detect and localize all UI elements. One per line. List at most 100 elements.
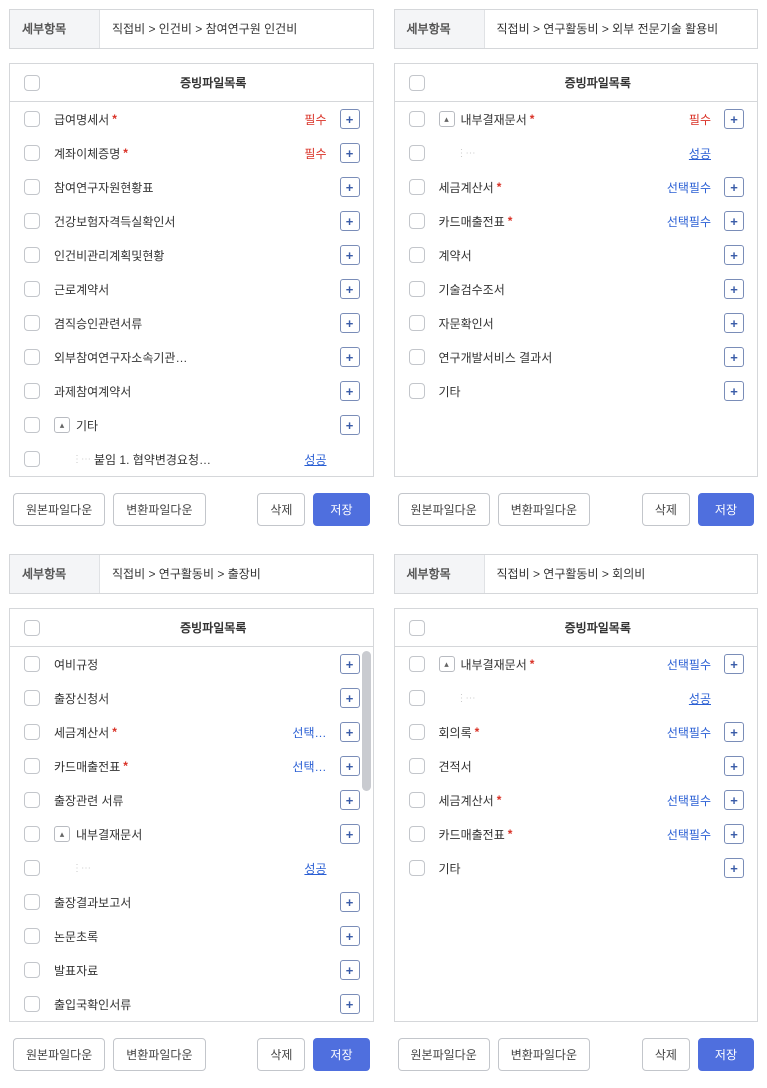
save-button[interactable]: 저장 [698, 493, 754, 526]
select-all-checkbox[interactable] [24, 75, 40, 91]
row-checkbox[interactable] [24, 792, 40, 808]
add-file-button[interactable]: + [340, 177, 360, 197]
download-converted-button[interactable]: 변환파일다운 [113, 493, 205, 526]
scrollbar-thumb[interactable] [362, 651, 371, 791]
row-checkbox[interactable] [409, 247, 425, 263]
row-checkbox[interactable] [24, 247, 40, 263]
save-button[interactable]: 저장 [698, 1038, 754, 1071]
row-checkbox[interactable] [409, 792, 425, 808]
add-file-button[interactable]: + [340, 892, 360, 912]
add-file-button[interactable]: + [340, 279, 360, 299]
select-all-checkbox[interactable] [409, 620, 425, 636]
add-file-button[interactable]: + [340, 756, 360, 776]
row-checkbox[interactable] [24, 860, 40, 876]
row-checkbox[interactable] [24, 281, 40, 297]
download-converted-button[interactable]: 변환파일다운 [113, 1038, 205, 1071]
row-tag[interactable]: 성공 [659, 690, 717, 707]
delete-button[interactable]: 삭제 [642, 1038, 690, 1071]
delete-button[interactable]: 삭제 [257, 1038, 305, 1071]
add-file-button[interactable]: + [340, 824, 360, 844]
add-file-button[interactable]: + [724, 347, 744, 367]
add-file-button[interactable]: + [724, 245, 744, 265]
row-checkbox[interactable] [409, 860, 425, 876]
download-original-button[interactable]: 원본파일다운 [13, 1038, 105, 1071]
row-checkbox[interactable] [24, 894, 40, 910]
add-file-button[interactable]: + [340, 143, 360, 163]
add-file-button[interactable]: + [724, 109, 744, 129]
row-checkbox[interactable] [24, 383, 40, 399]
add-file-button[interactable]: + [724, 177, 744, 197]
add-file-button[interactable]: + [340, 347, 360, 367]
delete-button[interactable]: 삭제 [257, 493, 305, 526]
row-checkbox[interactable] [409, 690, 425, 706]
add-file-button[interactable]: + [340, 415, 360, 435]
add-file-button[interactable]: + [340, 790, 360, 810]
expand-toggle-icon[interactable]: ▴ [439, 111, 455, 127]
download-original-button[interactable]: 원본파일다운 [13, 493, 105, 526]
row-checkbox[interactable] [409, 826, 425, 842]
row-checkbox[interactable] [409, 281, 425, 297]
download-converted-button[interactable]: 변환파일다운 [498, 1038, 590, 1071]
add-file-button[interactable]: + [724, 279, 744, 299]
add-file-button[interactable]: + [724, 654, 744, 674]
row-checkbox[interactable] [24, 349, 40, 365]
add-file-button[interactable]: + [340, 245, 360, 265]
add-file-button[interactable]: + [724, 824, 744, 844]
row-checkbox[interactable] [409, 724, 425, 740]
add-file-button[interactable]: + [724, 381, 744, 401]
row-checkbox[interactable] [24, 145, 40, 161]
add-file-button[interactable]: + [724, 858, 744, 878]
download-converted-button[interactable]: 변환파일다운 [498, 493, 590, 526]
row-checkbox[interactable] [24, 315, 40, 331]
add-file-button[interactable]: + [340, 688, 360, 708]
add-file-button[interactable]: + [340, 926, 360, 946]
add-file-button[interactable]: + [340, 109, 360, 129]
row-checkbox[interactable] [24, 758, 40, 774]
row-checkbox[interactable] [409, 111, 425, 127]
save-button[interactable]: 저장 [313, 493, 369, 526]
add-file-button[interactable]: + [724, 722, 744, 742]
delete-button[interactable]: 삭제 [642, 493, 690, 526]
row-checkbox[interactable] [24, 724, 40, 740]
row-tag[interactable]: 성공 [275, 860, 333, 877]
add-file-button[interactable]: + [340, 313, 360, 333]
add-file-button[interactable]: + [724, 756, 744, 776]
row-checkbox[interactable] [409, 179, 425, 195]
add-file-button[interactable]: + [340, 722, 360, 742]
add-file-button[interactable]: + [340, 654, 360, 674]
row-checkbox[interactable] [409, 315, 425, 331]
expand-toggle-icon[interactable]: ▴ [54, 417, 70, 433]
add-file-button[interactable]: + [340, 381, 360, 401]
select-all-checkbox[interactable] [409, 75, 425, 91]
add-file-button[interactable]: + [340, 211, 360, 231]
row-checkbox[interactable] [24, 656, 40, 672]
row-checkbox[interactable] [24, 996, 40, 1012]
download-original-button[interactable]: 원본파일다운 [398, 493, 490, 526]
add-file-button[interactable]: + [724, 790, 744, 810]
row-tag[interactable]: 성공 [659, 145, 717, 162]
save-button[interactable]: 저장 [313, 1038, 369, 1071]
add-file-button[interactable]: + [340, 960, 360, 980]
row-checkbox[interactable] [24, 690, 40, 706]
row-checkbox[interactable] [24, 111, 40, 127]
row-checkbox[interactable] [24, 179, 40, 195]
row-tag[interactable]: 성공 [275, 451, 333, 468]
row-checkbox[interactable] [409, 145, 425, 161]
row-checkbox[interactable] [24, 213, 40, 229]
expand-toggle-icon[interactable]: ▴ [439, 656, 455, 672]
add-file-button[interactable]: + [724, 313, 744, 333]
row-checkbox[interactable] [24, 826, 40, 842]
row-checkbox[interactable] [409, 213, 425, 229]
row-checkbox[interactable] [24, 928, 40, 944]
add-file-button[interactable]: + [724, 211, 744, 231]
row-checkbox[interactable] [24, 962, 40, 978]
row-checkbox[interactable] [409, 383, 425, 399]
download-original-button[interactable]: 원본파일다운 [398, 1038, 490, 1071]
row-checkbox[interactable] [409, 758, 425, 774]
row-checkbox[interactable] [409, 656, 425, 672]
expand-toggle-icon[interactable]: ▴ [54, 826, 70, 842]
row-checkbox[interactable] [24, 417, 40, 433]
add-file-button[interactable]: + [340, 994, 360, 1014]
select-all-checkbox[interactable] [24, 620, 40, 636]
row-checkbox[interactable] [409, 349, 425, 365]
